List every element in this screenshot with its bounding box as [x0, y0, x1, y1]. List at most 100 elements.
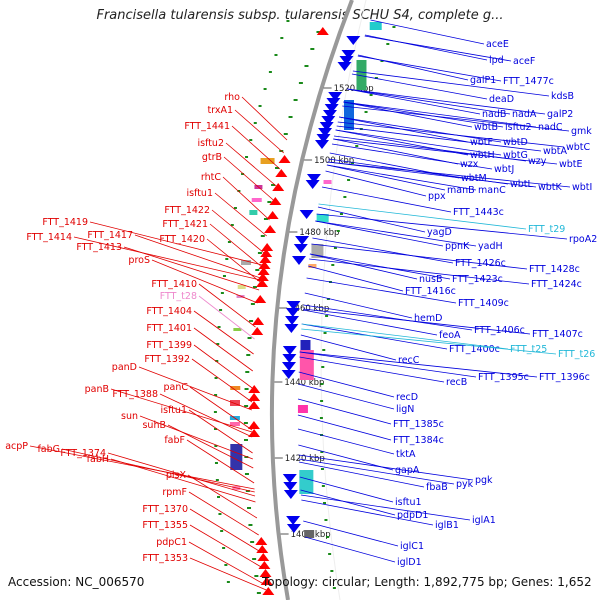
gene-label[interactable]: wbtB [474, 122, 498, 133]
gene-label[interactable]: FTT_1410 [151, 279, 197, 290]
gene-label[interactable]: isftu1 [186, 188, 213, 199]
gene-label[interactable]: hemD [414, 313, 442, 324]
gene-label[interactable]: FTT_1370 [142, 504, 188, 515]
gene-label[interactable]: suhB [142, 420, 166, 431]
gene-label[interactable]: FTT_1423c [452, 274, 503, 285]
gene-label[interactable]: nadC [538, 122, 563, 133]
gene-label[interactable]: fabH [87, 454, 109, 465]
gene-label[interactable]: wbtJ [494, 164, 514, 175]
gene-label[interactable]: deaD [489, 94, 514, 105]
gene-label[interactable]: tktA [396, 449, 416, 460]
gene-label[interactable]: ppx [428, 191, 446, 202]
gene-label[interactable]: FTT_1353 [142, 553, 188, 564]
gene-label[interactable]: iglD1 [397, 557, 422, 568]
gene-label[interactable]: FTT_1400c [449, 344, 500, 355]
gene-label[interactable]: acpP [5, 441, 28, 452]
gene-label[interactable]: fbaB [426, 482, 448, 493]
gene-label[interactable]: FTT_1385c [393, 419, 444, 430]
gene-label[interactable]: wbtL [510, 179, 534, 190]
gene-label[interactable]: FTT_1355 [142, 520, 188, 531]
gene-label[interactable]: aceF [513, 56, 535, 67]
gene-label[interactable]: proS [128, 255, 150, 266]
gene-label[interactable]: fabG [37, 444, 60, 455]
gene-label[interactable]: FTT_1401 [146, 323, 192, 334]
gene-label[interactable]: FTT_1384c [393, 435, 444, 446]
gene-label[interactable]: isftu2 [197, 138, 224, 149]
gene-label[interactable]: manC [478, 185, 506, 196]
gene-label[interactable]: fabF [164, 435, 185, 446]
gene-label[interactable]: iglB1 [435, 520, 459, 531]
gene-label[interactable]: panD [112, 362, 137, 373]
gene-label[interactable]: aceE [486, 39, 509, 50]
gene-label[interactable]: FTT_1404 [146, 306, 192, 317]
gene-label[interactable]: FTT_1441 [184, 121, 230, 132]
gene-label[interactable]: FTT_1374 [60, 448, 106, 459]
gene-label[interactable]: rpmF [162, 487, 187, 498]
gene-label[interactable]: FTT_1396c [539, 372, 590, 383]
gene-label[interactable]: FTT_1399 [146, 340, 192, 351]
gene-label[interactable]: rho [224, 92, 240, 103]
gene-label[interactable]: FTT_t25 [510, 344, 547, 355]
gene-label[interactable]: FTT_1424c [531, 279, 582, 290]
gene-label[interactable]: yadH [478, 241, 503, 252]
gene-label[interactable]: wbtA [543, 146, 568, 157]
gene-label[interactable]: panB [85, 384, 109, 395]
gene-label[interactable]: kdsB [551, 91, 574, 102]
gene-label[interactable]: wbtM [461, 173, 487, 184]
gene-label[interactable]: FTT_1413 [76, 242, 122, 253]
gene-label[interactable]: nadB [482, 109, 506, 120]
gene-label[interactable]: wbtE [559, 159, 583, 170]
gene-label[interactable]: wbtI [572, 182, 592, 193]
gene-label[interactable]: FTT_1428c [529, 264, 580, 275]
gene-label[interactable]: pyk [456, 479, 474, 490]
gene-label[interactable]: FTT_1421 [162, 219, 208, 230]
gene-label[interactable]: FTT_1422 [164, 205, 210, 216]
gene-label[interactable]: wbtG [503, 150, 528, 161]
gene-label[interactable]: ppnK [445, 241, 470, 252]
gene-label[interactable]: wbtD [503, 137, 528, 148]
gene-label[interactable]: FTT_1409c [458, 298, 509, 309]
gene-label[interactable]: iglA1 [472, 515, 496, 526]
gene-label[interactable]: FTT_1416c [405, 286, 456, 297]
gene-label[interactable]: FTT_1420 [159, 234, 205, 245]
gene-label[interactable]: FTT_1395c [478, 372, 529, 383]
gene-label[interactable]: FTT_1407c [532, 329, 583, 340]
gene-label[interactable]: recD [396, 392, 418, 403]
gene-label[interactable]: FTT_t29 [528, 224, 565, 235]
gene-label[interactable]: recC [398, 355, 420, 366]
gene-label[interactable]: FTT_t26 [558, 349, 595, 360]
gene-label[interactable]: wbtC [566, 142, 591, 153]
gene-label[interactable]: FTT_1414 [26, 232, 72, 243]
gene-label[interactable]: pdpD1 [397, 510, 428, 521]
gene-label[interactable]: pgk [475, 475, 493, 486]
gene-label[interactable]: recB [446, 377, 467, 388]
gene-label[interactable]: gmk [571, 126, 592, 137]
gene-label[interactable]: nadA [512, 109, 537, 120]
gene-label[interactable]: panC [163, 382, 188, 393]
gene-label[interactable]: feoA [439, 330, 461, 341]
gene-label[interactable]: isftu1 [160, 405, 187, 416]
gene-label[interactable]: yagD [427, 227, 452, 238]
gene-label[interactable]: sun [121, 411, 138, 422]
gene-label[interactable]: galP2 [547, 109, 573, 120]
gene-label[interactable]: pdpC1 [156, 537, 187, 548]
gene-label[interactable]: wzx [460, 159, 479, 170]
gene-label[interactable]: lpd [489, 55, 504, 66]
gene-label[interactable]: galP1 [470, 75, 496, 86]
gene-label[interactable]: nusB [419, 274, 443, 285]
gene-label[interactable]: FTT_1477c [503, 76, 554, 87]
gene-label[interactable]: rhtC [201, 172, 221, 183]
gene-label[interactable]: isftu1 [395, 497, 422, 508]
gene-label[interactable]: trxA1 [207, 105, 233, 116]
gene-label[interactable]: wbtF [470, 137, 493, 148]
gene-label[interactable]: isftu2 [505, 122, 532, 133]
gene-label[interactable]: FTT_1388 [112, 389, 158, 400]
gene-label[interactable]: gtrB [202, 152, 222, 163]
gene-label[interactable]: FTT_1419 [42, 217, 88, 228]
gene-label[interactable]: FTT_1417 [87, 230, 133, 241]
gene-label[interactable]: wbtK [538, 182, 563, 193]
gene-label[interactable]: FTT_t28 [160, 291, 197, 302]
gene-label[interactable]: manB [447, 185, 475, 196]
gene-label[interactable]: plsX [166, 470, 187, 481]
gene-label[interactable]: FTT_1443c [453, 207, 504, 218]
